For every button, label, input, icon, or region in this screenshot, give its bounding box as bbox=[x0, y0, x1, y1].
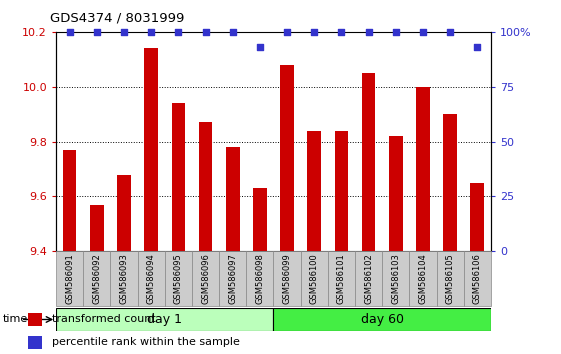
FancyBboxPatch shape bbox=[274, 308, 491, 331]
Point bbox=[119, 29, 128, 35]
FancyBboxPatch shape bbox=[137, 251, 165, 306]
FancyBboxPatch shape bbox=[274, 251, 301, 306]
Bar bbox=[144, 48, 158, 251]
Bar bbox=[416, 87, 430, 251]
FancyBboxPatch shape bbox=[464, 251, 491, 306]
Point bbox=[391, 29, 400, 35]
Text: GSM586105: GSM586105 bbox=[445, 253, 454, 304]
Point bbox=[147, 29, 156, 35]
Bar bbox=[362, 73, 375, 251]
Text: GSM586098: GSM586098 bbox=[255, 253, 264, 304]
Text: GSM586096: GSM586096 bbox=[201, 253, 210, 304]
Text: GSM586094: GSM586094 bbox=[147, 253, 156, 304]
Point bbox=[283, 29, 292, 35]
Text: GSM586091: GSM586091 bbox=[65, 253, 74, 304]
FancyBboxPatch shape bbox=[382, 251, 410, 306]
FancyBboxPatch shape bbox=[246, 251, 274, 306]
FancyBboxPatch shape bbox=[301, 251, 328, 306]
Point bbox=[445, 29, 454, 35]
FancyBboxPatch shape bbox=[56, 308, 274, 331]
Bar bbox=[280, 65, 294, 251]
Bar bbox=[28, 336, 42, 349]
Text: percentile rank within the sample: percentile rank within the sample bbox=[52, 337, 240, 348]
FancyBboxPatch shape bbox=[83, 251, 111, 306]
Text: GSM586100: GSM586100 bbox=[310, 253, 319, 304]
Point bbox=[419, 29, 427, 35]
Bar bbox=[28, 313, 42, 326]
FancyBboxPatch shape bbox=[192, 251, 219, 306]
FancyBboxPatch shape bbox=[165, 251, 192, 306]
Bar bbox=[307, 131, 321, 251]
Bar bbox=[389, 136, 403, 251]
Text: GSM586106: GSM586106 bbox=[473, 253, 482, 304]
Bar bbox=[199, 122, 213, 251]
FancyBboxPatch shape bbox=[219, 251, 246, 306]
Bar bbox=[172, 103, 185, 251]
Bar bbox=[253, 188, 266, 251]
Text: day 60: day 60 bbox=[361, 313, 404, 326]
Text: GSM586104: GSM586104 bbox=[419, 253, 427, 304]
Text: GSM586097: GSM586097 bbox=[228, 253, 237, 304]
Text: GSM586102: GSM586102 bbox=[364, 253, 373, 304]
Point bbox=[473, 44, 482, 50]
Point bbox=[364, 29, 373, 35]
Point bbox=[174, 29, 183, 35]
Point bbox=[65, 29, 74, 35]
Bar bbox=[471, 183, 484, 251]
Text: GSM586103: GSM586103 bbox=[391, 253, 400, 304]
FancyBboxPatch shape bbox=[436, 251, 464, 306]
Text: GSM586095: GSM586095 bbox=[174, 253, 183, 304]
Point bbox=[93, 29, 102, 35]
Bar bbox=[226, 147, 240, 251]
Point bbox=[310, 29, 319, 35]
Text: time: time bbox=[3, 314, 28, 325]
Text: transformed count: transformed count bbox=[52, 314, 155, 325]
Bar bbox=[117, 175, 131, 251]
Text: GSM586093: GSM586093 bbox=[119, 253, 128, 304]
FancyBboxPatch shape bbox=[410, 251, 436, 306]
Point bbox=[228, 29, 237, 35]
FancyBboxPatch shape bbox=[56, 251, 83, 306]
Point bbox=[255, 44, 264, 50]
Bar bbox=[334, 131, 348, 251]
FancyBboxPatch shape bbox=[111, 251, 137, 306]
Text: GDS4374 / 8031999: GDS4374 / 8031999 bbox=[50, 12, 185, 25]
Text: GSM586101: GSM586101 bbox=[337, 253, 346, 304]
Text: GSM586099: GSM586099 bbox=[283, 253, 292, 304]
Bar bbox=[90, 205, 104, 251]
Bar bbox=[443, 114, 457, 251]
Point bbox=[337, 29, 346, 35]
Text: GSM586092: GSM586092 bbox=[93, 253, 102, 304]
Point bbox=[201, 29, 210, 35]
FancyBboxPatch shape bbox=[328, 251, 355, 306]
FancyBboxPatch shape bbox=[355, 251, 382, 306]
Bar bbox=[63, 150, 76, 251]
Text: day 1: day 1 bbox=[148, 313, 182, 326]
